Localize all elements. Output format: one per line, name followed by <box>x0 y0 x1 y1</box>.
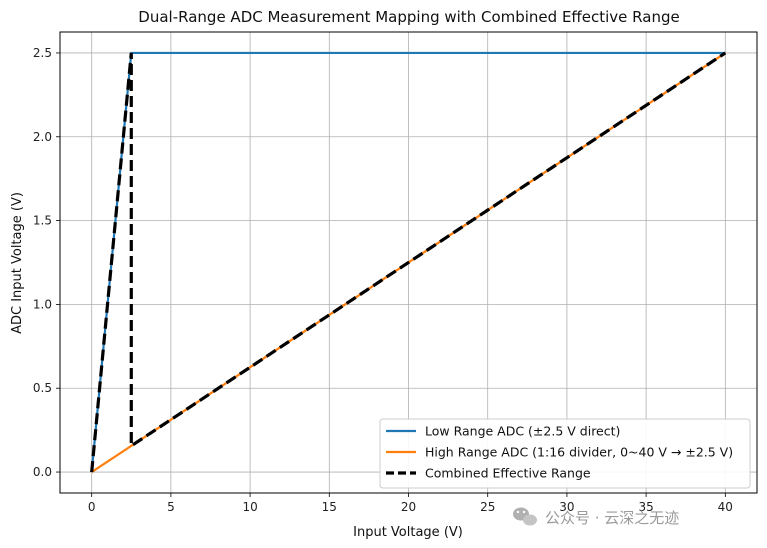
legend-label-1: Low Range ADC (±2.5 V direct) <box>425 424 620 439</box>
x-tick-label: 35 <box>638 500 653 514</box>
y-tick-label: 2.0 <box>33 130 52 144</box>
legend: Low Range ADC (±2.5 V direct) High Range … <box>379 418 751 489</box>
watermark-text: 公众号 · 云深之无迹 <box>545 509 679 527</box>
y-tick-label: 1.0 <box>33 297 52 311</box>
legend-box <box>379 418 751 489</box>
x-tick-label: 10 <box>242 500 257 514</box>
x-tick-label: 30 <box>559 500 574 514</box>
x-tick-label: 0 <box>88 500 96 514</box>
x-tick-label: 15 <box>322 500 337 514</box>
x-tick-label: 40 <box>718 500 733 514</box>
y-tick-label: 0.5 <box>33 381 52 395</box>
axis-ticks: 0 5 10 15 20 25 30 35 40 0.0 0.5 1.0 1.5 2.0 2.5 <box>33 46 733 514</box>
series-layer <box>90 51 727 473</box>
legend-label-2: High Range ADC (1:16 divider, 0~40 V → ±… <box>425 445 733 460</box>
wechat-icon <box>513 507 537 526</box>
y-tick-label: 2.5 <box>33 46 52 60</box>
y-axis-title: ADC Input Voltage (V) <box>10 192 25 334</box>
chart-title: Dual-Range ADC Measurement Mapping with … <box>138 8 679 26</box>
y-tick-label: 1.5 <box>33 214 52 228</box>
y-tick-label: 0.0 <box>33 465 52 479</box>
x-tick-label: 20 <box>401 500 416 514</box>
series-line-3 <box>90 51 727 473</box>
x-tick-label: 5 <box>167 500 175 514</box>
x-axis-title: Input Voltage (V) <box>353 525 463 540</box>
x-tick-label: 25 <box>480 500 495 514</box>
watermark: 公众号 · 云深之无迹 <box>513 507 679 527</box>
legend-label-3: Combined Effective Range <box>425 466 591 481</box>
